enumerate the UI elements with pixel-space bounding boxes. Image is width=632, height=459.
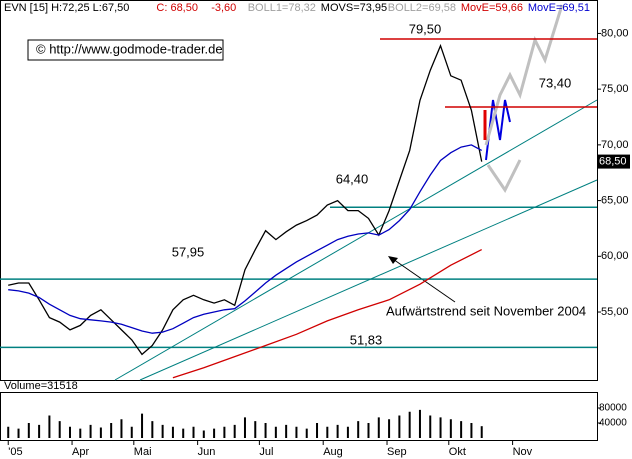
volume-bar [429, 415, 432, 438]
volume-bar [346, 426, 349, 438]
y-tick-label: 80,00 [601, 27, 629, 39]
volume-bar [439, 417, 442, 438]
y-tick-label: 40000 [599, 418, 627, 429]
volume-bar [120, 419, 123, 438]
volume-bar [264, 423, 267, 438]
header-item: EVN [15] H:72,25 L:67,50 [4, 2, 129, 14]
volume-bar [161, 424, 164, 438]
header-item: BOLL1=78,32 [248, 2, 316, 14]
y-tick-label: 55,00 [601, 306, 629, 318]
volume-bar [233, 424, 236, 438]
volume-bar [48, 415, 51, 438]
volume-bar [223, 426, 226, 438]
trendline [114, 99, 598, 381]
volume-bar [130, 426, 133, 438]
copyright-box [27, 39, 224, 61]
x-tick-label: Mai [134, 446, 152, 458]
volume-bar [192, 426, 195, 438]
volume-bar [99, 427, 102, 438]
header-item: C: 68,50 [156, 2, 198, 14]
header-item: -3,60 [211, 2, 236, 14]
price-panel [0, 0, 598, 381]
forecast [486, 159, 522, 193]
y-tick-label: 60,00 [601, 250, 629, 262]
forecast [484, 4, 564, 146]
y-tick-label: 80000 [599, 403, 627, 414]
x-tick-label: '05 [8, 446, 22, 458]
x-tick-label: Nov [513, 446, 533, 458]
annotation: Aufwärtstrend seit November 2004 [386, 303, 586, 318]
arrow-head [388, 256, 398, 264]
price-line [8, 144, 483, 334]
volume-bar [202, 430, 205, 438]
volume-bar [182, 428, 185, 438]
volume-bar [357, 421, 360, 438]
volume-bar [460, 421, 463, 438]
price-line [8, 43, 483, 356]
volume-bar [367, 423, 370, 438]
x-tick-label: Jul [259, 446, 273, 458]
volume-bar [7, 426, 10, 438]
last-price-label: 68,50 [599, 155, 627, 167]
x-tick-label: Jun [198, 446, 216, 458]
volume-bar [388, 419, 391, 438]
level-label: 64,40 [336, 171, 369, 186]
volume-bar [274, 426, 277, 438]
volume-bar [326, 426, 329, 438]
volume-bar [110, 423, 113, 438]
volume-bar [89, 424, 92, 438]
volume-bar [295, 426, 298, 438]
volume-bar [141, 413, 144, 438]
level-label: 57,95 [172, 244, 205, 259]
level-label: 79,50 [409, 21, 442, 36]
y-tick-label: 65,00 [601, 194, 629, 206]
volume-bar [449, 419, 452, 438]
volume-bar [408, 411, 411, 438]
volume-bar [17, 428, 20, 438]
header-item: MovE=69,51 [528, 2, 590, 14]
header-item: MOVS=73,95 [321, 2, 387, 14]
x-tick-label: Okt [449, 446, 466, 458]
volume-bar [470, 423, 473, 438]
y-tick-label: 75,00 [601, 83, 629, 95]
volume-bar [398, 415, 401, 438]
volume-bar [151, 421, 154, 438]
copyright: © http://www.godmode-trader.de [36, 41, 223, 56]
last-price-box [597, 154, 630, 169]
x-tick-label: Aug [323, 446, 343, 458]
volume-bar [480, 426, 483, 438]
volume-bar [27, 423, 30, 438]
y-tick-label: 70,00 [601, 139, 629, 151]
header-item: BOLL2=69,58 [388, 2, 456, 14]
header-item: MovE=59,66 [461, 2, 523, 14]
x-tick-label: Sep [387, 446, 407, 458]
price-line [172, 249, 482, 379]
volume-bar [316, 423, 319, 438]
level-label: 51,83 [350, 332, 383, 347]
volume-bar [243, 417, 246, 438]
volume-bar [377, 417, 380, 438]
volume-bar [285, 424, 288, 438]
header: EVN [15] H:72,25 L:67,50 C: 68,50 -3,60 BOL… [4, 2, 590, 14]
level-label: 73,40 [539, 75, 572, 90]
volume-bar [58, 421, 61, 438]
volume-bar [213, 428, 216, 438]
volume-bar [171, 426, 174, 438]
x-tick-label: Apr [72, 446, 89, 458]
volume-bar [79, 428, 82, 438]
volume-bar [38, 424, 41, 438]
volume-bar [254, 421, 257, 438]
volume-bar [336, 424, 339, 438]
volume-bar [68, 426, 71, 438]
volume-title: Volume=31518 [4, 380, 78, 392]
volume-bar [305, 428, 308, 438]
volume-bar [418, 409, 421, 438]
